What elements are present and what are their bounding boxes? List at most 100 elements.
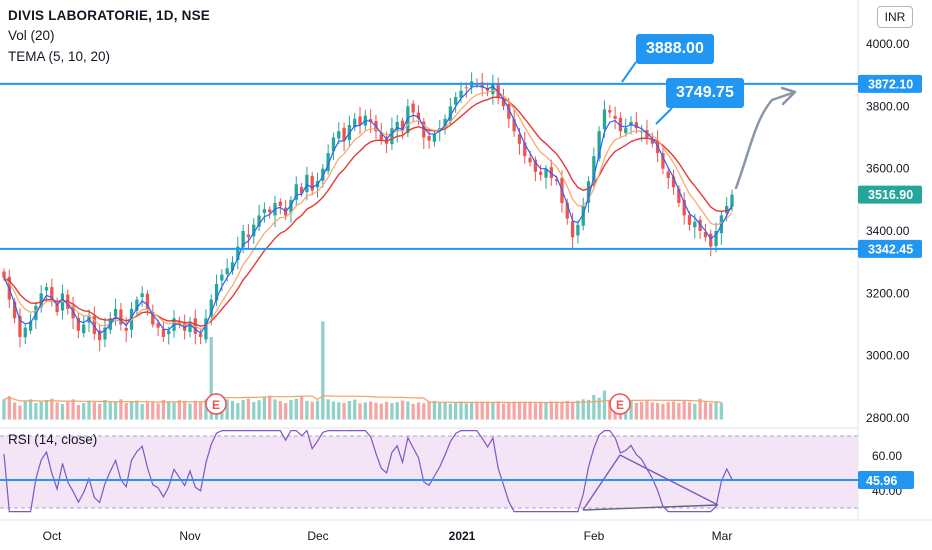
volume-bar xyxy=(230,400,235,420)
candle-body xyxy=(337,131,341,139)
support-price-text: 3342.45 xyxy=(868,242,913,256)
candle-body xyxy=(661,153,665,169)
callout-secondary[interactable]: 3749.75 xyxy=(666,78,744,108)
candle-body xyxy=(687,215,692,225)
support-price-tag: 3342.45 xyxy=(858,239,922,258)
candles xyxy=(2,72,734,352)
candle-body xyxy=(321,168,325,181)
volume-bar xyxy=(129,401,134,420)
time-axis-tick: Dec xyxy=(307,529,328,543)
candle-body xyxy=(119,309,123,325)
volume-bar xyxy=(135,400,139,420)
volume-bar xyxy=(475,402,479,420)
candle-body xyxy=(353,118,357,128)
volume-bar xyxy=(485,403,490,420)
tema-legend[interactable]: TEMA (5, 10, 20) xyxy=(8,49,111,64)
volume-bar xyxy=(698,398,702,420)
candle-body xyxy=(262,209,267,213)
time-axis-tick: Feb xyxy=(584,529,605,543)
callout-high[interactable]: 3888.00 xyxy=(636,34,714,64)
candle-body xyxy=(82,324,86,334)
time-axis-tick: Nov xyxy=(179,529,200,543)
volume-bar xyxy=(454,402,458,420)
candle-body xyxy=(422,121,426,138)
candle-body xyxy=(257,215,261,227)
volume-legend[interactable]: Vol (20) xyxy=(8,28,55,43)
callout-secondary-pointer xyxy=(655,107,673,125)
candle-body xyxy=(379,133,383,141)
volume-bar xyxy=(384,401,389,420)
candle-body xyxy=(608,110,612,113)
candle-body xyxy=(501,98,506,107)
projection-arrow[interactable] xyxy=(734,86,797,190)
volume-bar xyxy=(379,403,383,420)
candle-body xyxy=(358,116,362,126)
volume-bar xyxy=(283,403,288,420)
time-axis-tick: Mar xyxy=(712,529,733,543)
candle-body xyxy=(39,293,43,308)
currency-button[interactable]: INR xyxy=(877,6,913,28)
volume-bar xyxy=(544,402,548,420)
rsi-divergence-upper[interactable] xyxy=(582,454,621,511)
volume-bar xyxy=(44,399,49,420)
volume-bar xyxy=(432,400,437,420)
candle-body xyxy=(485,88,490,91)
volume-bar xyxy=(693,403,697,420)
candle-body xyxy=(400,120,405,132)
volume-bar xyxy=(528,402,532,420)
candle-body xyxy=(586,181,591,203)
volume-bar xyxy=(257,400,261,420)
volume-bar xyxy=(87,400,91,420)
volume-bar xyxy=(347,400,352,420)
candle-body xyxy=(411,103,415,113)
callout-high-pointer xyxy=(621,61,637,83)
volume-bar xyxy=(427,401,431,420)
volume-bar xyxy=(496,401,500,420)
volume-bar xyxy=(581,399,585,420)
volume-bar xyxy=(480,401,484,420)
volume-bar xyxy=(71,399,75,420)
volume-bar xyxy=(560,402,564,420)
volume-bar xyxy=(119,399,123,420)
volume-bar xyxy=(374,402,378,420)
volume-bar xyxy=(714,402,718,420)
candle-body xyxy=(236,246,240,260)
current-price-tag: 3516.90 xyxy=(858,185,922,204)
volume-bar xyxy=(156,403,160,420)
candle-body xyxy=(677,188,681,203)
rsi-divergence-upper2[interactable] xyxy=(619,454,719,506)
candle-body xyxy=(714,231,718,246)
candle-body xyxy=(416,112,421,119)
rsi-divergence-lower[interactable] xyxy=(582,504,719,511)
candle-body xyxy=(198,333,203,337)
volume-bar xyxy=(2,399,6,420)
candle-body xyxy=(214,283,219,301)
candle-body xyxy=(241,231,245,248)
earnings-marker[interactable]: E xyxy=(609,393,631,415)
volume-bar xyxy=(289,399,293,420)
rsi-axis-tick: 60.00 xyxy=(872,449,902,463)
volume-bar xyxy=(103,399,107,420)
volume-bar xyxy=(666,402,670,420)
candle-body xyxy=(533,159,538,172)
candle-body xyxy=(44,287,49,291)
volume-bar xyxy=(549,401,553,420)
candle-body xyxy=(454,96,458,105)
candle-body xyxy=(98,330,102,341)
time-axis-tick: Oct xyxy=(43,529,62,543)
volume-bar xyxy=(161,399,166,420)
rsi-legend[interactable]: RSI (14, close) xyxy=(8,432,98,447)
earnings-marker[interactable]: E xyxy=(205,393,227,415)
volume-bar xyxy=(310,401,314,420)
volume-bar xyxy=(464,403,468,420)
candle-body xyxy=(549,167,553,179)
candle-body xyxy=(512,119,516,132)
volume-bar xyxy=(703,401,708,420)
volume-bar xyxy=(661,403,665,420)
volume-bar xyxy=(76,404,81,420)
volume-bar xyxy=(204,399,208,420)
volume-bar xyxy=(369,401,373,420)
candle-body xyxy=(581,206,585,226)
candle-body xyxy=(491,84,495,95)
